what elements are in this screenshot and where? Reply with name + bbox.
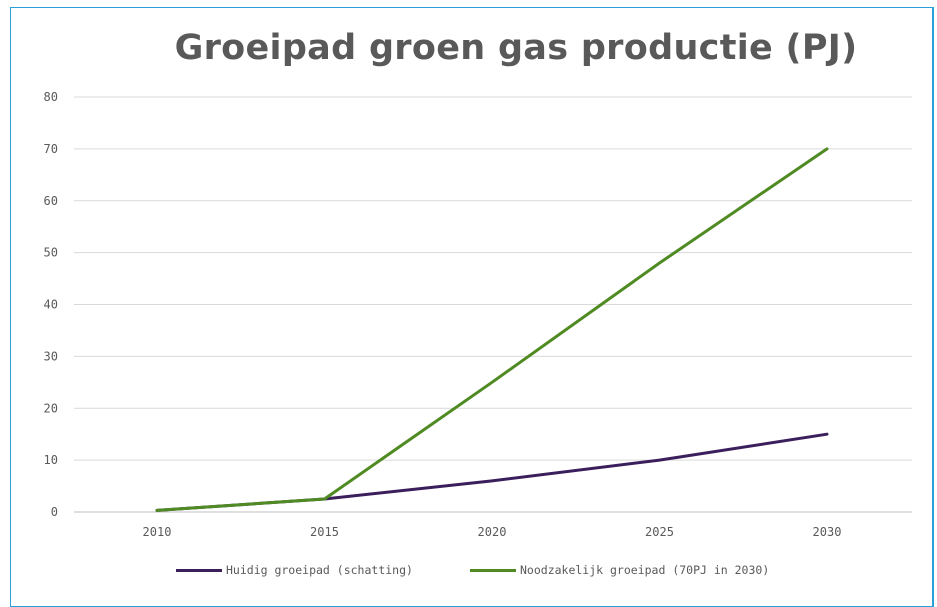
y-tick-label: 50 (44, 246, 58, 260)
y-tick-label: 60 (44, 194, 58, 208)
legend-label-series-2: Noodzakelijk groeipad (70PJ in 2030) (520, 563, 770, 577)
x-tick-label: 2030 (813, 525, 842, 539)
x-axis-tick-labels: 2010 2015 2020 2025 2030 (143, 525, 842, 539)
y-tick-label: 30 (44, 349, 58, 363)
legend-item-series-1: Huidig groeipad (schatting) (176, 563, 413, 577)
series-line-2 (155, 147, 829, 512)
legend: Huidig groeipad (schatting) Noodzakelijk… (0, 563, 937, 581)
gridlines (74, 96, 912, 513)
legend-label-series-1: Huidig groeipad (schatting) (226, 563, 413, 577)
y-tick-label: 40 (44, 298, 58, 312)
x-tick-label: 2020 (478, 525, 507, 539)
legend-swatch-series-1 (176, 568, 222, 572)
y-tick-label: 80 (44, 90, 58, 104)
y-axis-tick-labels: 0 10 20 30 40 50 60 70 80 (44, 90, 58, 519)
x-tick-label: 2015 (310, 525, 339, 539)
y-tick-label: 0 (51, 505, 58, 519)
x-tick-label: 2010 (143, 525, 172, 539)
y-tick-label: 20 (44, 401, 58, 415)
y-tick-label: 10 (44, 453, 58, 467)
x-tick-label: 2025 (645, 525, 674, 539)
chart-title: Groeipad groen gas productie (PJ) (174, 28, 858, 68)
y-tick-label: 70 (44, 142, 58, 156)
legend-swatch-series-2 (470, 568, 516, 572)
series-lines (155, 147, 829, 512)
series-line-1 (155, 432, 829, 512)
legend-item-series-2: Noodzakelijk groeipad (70PJ in 2030) (470, 563, 769, 577)
chart-frame (10, 7, 934, 607)
